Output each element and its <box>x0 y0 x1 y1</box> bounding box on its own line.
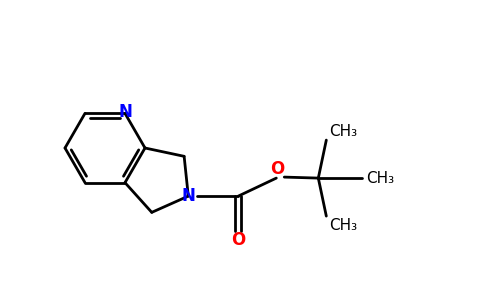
Text: CH₃: CH₃ <box>366 171 394 186</box>
Text: O: O <box>270 160 285 178</box>
Text: N: N <box>182 187 195 205</box>
Text: N: N <box>118 103 132 122</box>
Text: CH₃: CH₃ <box>329 218 357 232</box>
Text: CH₃: CH₃ <box>329 124 357 139</box>
Text: O: O <box>231 231 245 249</box>
